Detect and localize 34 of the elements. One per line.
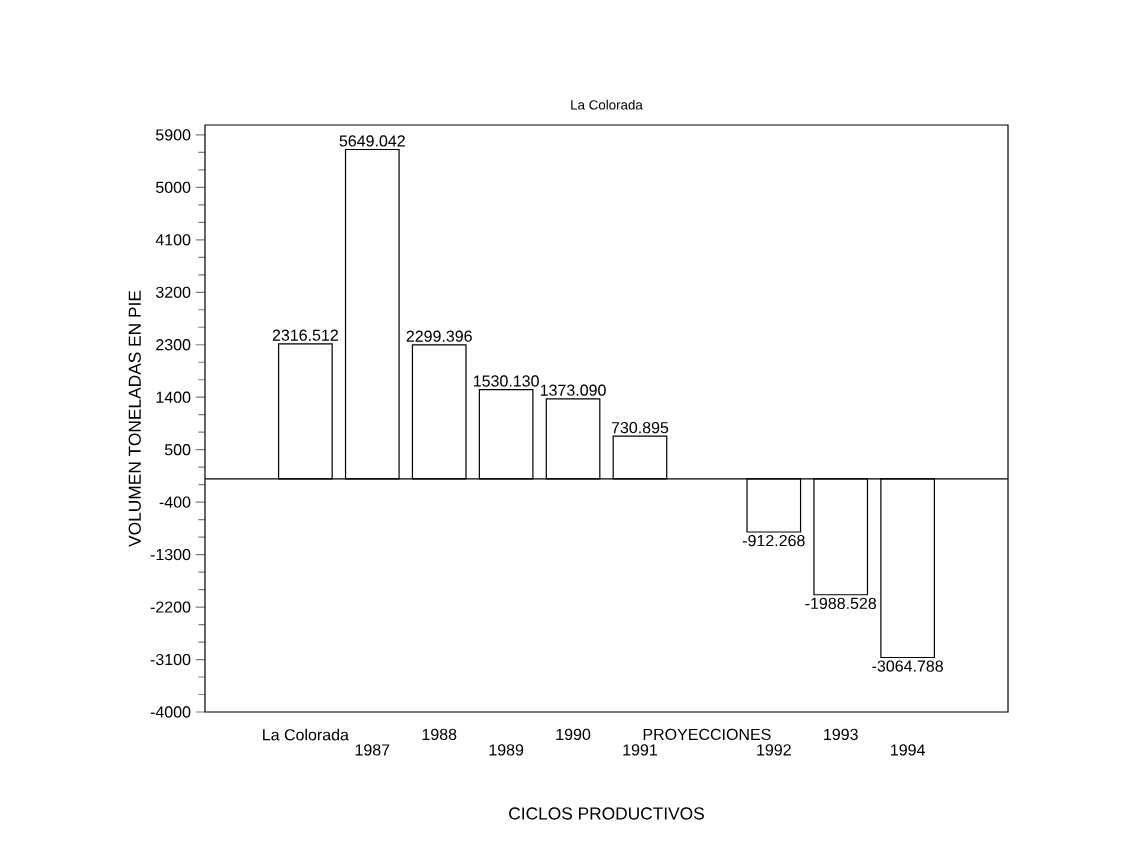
y-tick-label: 4100 (155, 234, 191, 246)
data-label: 730.895 (611, 421, 669, 434)
y-tick-label: 5000 (156, 181, 191, 194)
data-label: 1373.090 (540, 384, 606, 396)
data-label: 2299.396 (406, 330, 472, 342)
data-label: -912.268 (742, 534, 805, 547)
x-tick-label: 1991 (623, 744, 657, 756)
x-tick-label: La Colorada (263, 728, 349, 741)
y-tick-label: 5900 (156, 129, 191, 141)
data-label: 2316.512 (272, 329, 338, 341)
x-axis-title: CICLOS PRODUCTIVOS (509, 807, 704, 820)
data-label: -1988.528 (805, 597, 877, 609)
x-tick-label: 1994 (891, 744, 925, 756)
y-axis-title: VOLUMEN TONELADAS EN PIE (128, 290, 141, 547)
data-label: 5649.042 (339, 135, 405, 147)
x-tick-label: 1992 (757, 744, 791, 756)
x-tick-label: 1993 (824, 728, 858, 741)
y-tick-label: -2200 (150, 601, 191, 613)
y-tick-label: -3100 (150, 653, 191, 666)
x-tick-label: 1990 (556, 728, 591, 741)
x-tick-label: 1988 (422, 728, 457, 741)
data-label: -3064.788 (872, 660, 943, 672)
x-tick-label: PROYECCIONES (643, 728, 771, 741)
data-label: 1530.130 (473, 375, 539, 387)
y-tick-label: 500 (164, 444, 191, 456)
y-tick-label: 3200 (155, 286, 191, 298)
y-tick-label: -4000 (150, 706, 191, 718)
y-tick-label: 2300 (156, 339, 191, 351)
y-tick-label: -400 (159, 496, 191, 508)
chart-title: La Colorada (571, 99, 643, 110)
x-tick-label: 1989 (489, 744, 524, 756)
y-tick-label: 1400 (156, 391, 191, 403)
y-tick-label: -1300 (150, 548, 191, 561)
x-tick-label: 1987 (355, 744, 390, 756)
